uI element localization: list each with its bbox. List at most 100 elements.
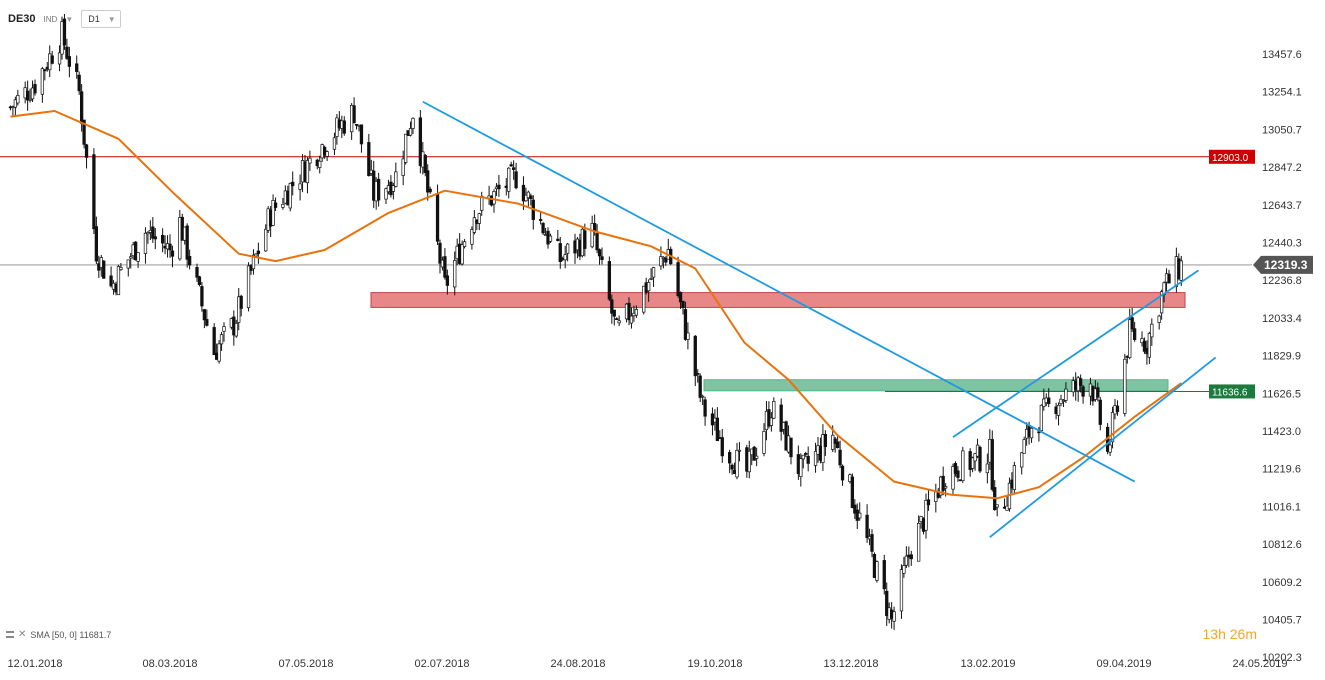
candle-down <box>615 318 619 320</box>
candle-down <box>514 171 518 189</box>
candle-up <box>246 265 251 309</box>
timer-minutes-unit: m <box>1245 626 1257 642</box>
candle-down <box>62 18 67 46</box>
candle-down <box>956 470 960 478</box>
y-axis: 13457.6 13254.1 13050.7 12847.2 12643.7 12440… <box>1262 49 1302 664</box>
candle-up <box>700 395 705 398</box>
channel-lower-trendline <box>989 356 1217 538</box>
candle-up <box>651 267 656 278</box>
y-tick-label: 11016.1 <box>1262 501 1301 513</box>
candle-down <box>102 260 106 279</box>
candle-down <box>541 223 545 234</box>
candle-up <box>318 160 322 168</box>
y-tick-label: 11626.5 <box>1262 388 1301 400</box>
candle-down <box>84 144 89 158</box>
candle-down <box>941 475 945 491</box>
candle-up <box>799 458 803 477</box>
indicator-icon[interactable] <box>6 631 14 638</box>
candle-down <box>823 433 828 448</box>
timeframe-select[interactable]: D1 ▼ <box>81 10 121 28</box>
candle-down <box>168 243 172 251</box>
candle-up <box>1039 404 1044 431</box>
candle-up <box>480 195 484 211</box>
candle-down <box>696 373 700 375</box>
candle-down <box>882 560 886 590</box>
candle-down <box>43 69 47 72</box>
candle-down <box>418 117 423 166</box>
candle-down <box>426 170 430 193</box>
candle-up <box>217 343 221 362</box>
sma-50-line <box>10 110 1182 500</box>
candle-down <box>909 554 913 560</box>
candle-up <box>384 188 388 200</box>
candle-down <box>185 225 189 260</box>
candle-down <box>497 184 501 190</box>
candle-up <box>116 266 121 296</box>
candle-up <box>1061 400 1066 402</box>
candle-up <box>394 171 398 187</box>
candle-up <box>462 241 467 247</box>
candle-up <box>526 191 531 199</box>
candle-up <box>305 160 310 184</box>
resistance-zone <box>370 292 1186 308</box>
candle-up <box>629 315 634 324</box>
candle-down <box>583 230 587 249</box>
downtrend-trendline <box>422 100 1136 483</box>
candle-down <box>65 46 69 59</box>
candle-up <box>961 450 965 481</box>
candle-down <box>600 256 604 260</box>
candle-down <box>1037 431 1041 434</box>
candle-down <box>197 276 202 285</box>
candle-up <box>271 199 275 226</box>
candle-down <box>82 119 86 145</box>
timeframe-value: D1 <box>88 14 100 24</box>
candle-up <box>686 332 690 340</box>
sma-line <box>10 110 1182 500</box>
chart-toolbar: DE30 IND ▼ D1 ▼ <box>8 10 121 28</box>
candle-up <box>460 244 464 265</box>
candle-up <box>769 417 774 426</box>
candle-up <box>1157 315 1161 323</box>
chevron-down-icon[interactable]: ▼ <box>65 14 74 24</box>
close-icon[interactable]: ✕ <box>18 629 27 640</box>
candle-down <box>693 335 697 377</box>
y-tick-label: 11829.9 <box>1262 351 1301 363</box>
candle-down <box>205 319 209 326</box>
candle-down <box>529 195 533 199</box>
candle-up <box>916 522 921 562</box>
candle-up <box>254 253 258 257</box>
candle-up <box>970 457 975 469</box>
symbol-label[interactable]: DE30 <box>8 13 36 25</box>
candle-down <box>804 452 808 455</box>
green-level-badge-bg <box>1209 384 1255 399</box>
candle-up <box>143 232 148 254</box>
candle-down <box>556 238 560 241</box>
candle-down <box>676 262 680 297</box>
candle-down <box>1081 386 1085 397</box>
candle-down <box>273 202 278 208</box>
candle-up <box>507 167 511 192</box>
candle-up <box>492 191 496 205</box>
candle-down <box>885 590 889 616</box>
candle-up <box>391 185 396 192</box>
candle-down <box>256 250 261 254</box>
support-zone <box>703 379 1169 392</box>
y-tick-label: 10609.2 <box>1262 577 1302 589</box>
candle-down <box>538 219 543 221</box>
candle-down <box>352 105 356 124</box>
candle-up <box>146 232 150 235</box>
candle-down <box>133 241 138 261</box>
candle-down <box>612 309 616 317</box>
candle-down <box>610 299 614 314</box>
candle-down <box>521 184 526 202</box>
x-tick-label: 09.04.2019 <box>1096 658 1151 670</box>
y-tick-label: 13254.1 <box>1262 87 1302 99</box>
candle-down <box>291 181 295 187</box>
y-tick-label: 13050.7 <box>1262 124 1302 136</box>
indicator-legend: ✕ SMA [50, 0] 11681.7 <box>6 629 111 640</box>
candle-up <box>129 256 133 259</box>
candle-up <box>288 183 292 209</box>
candle-down <box>435 193 440 242</box>
candle-up <box>126 259 130 269</box>
